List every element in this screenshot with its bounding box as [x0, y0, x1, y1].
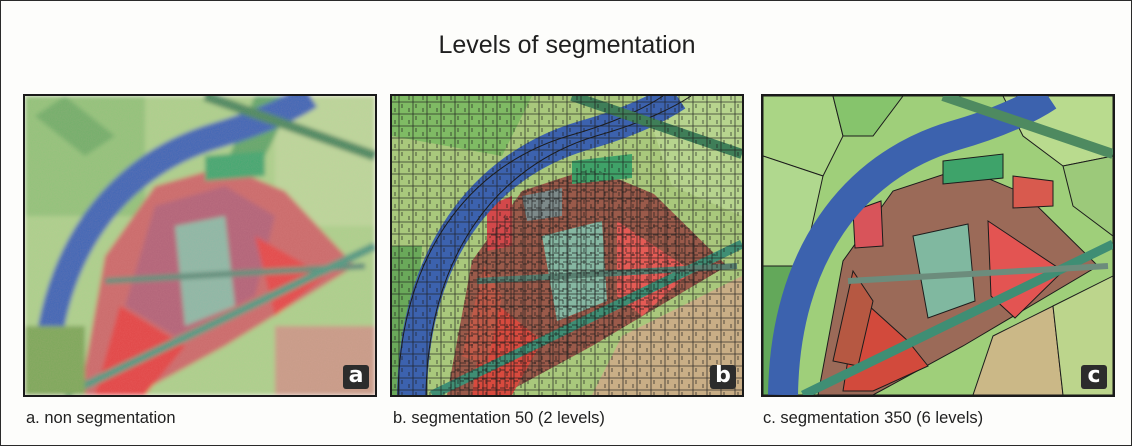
segmentation-350-image [763, 96, 1113, 395]
caption-c: c. segmentation 350 (6 levels) [763, 409, 984, 427]
panel-c-image: c [761, 94, 1115, 397]
figure-title: Levels of segmentation [438, 31, 696, 59]
panel-c-label: c [1081, 365, 1107, 389]
panel-b-label: b [710, 365, 736, 389]
panel-b-image: b [390, 94, 744, 397]
caption-a: a. non segmentation [26, 409, 176, 427]
caption-b: b. segmentation 50 (2 levels) [393, 409, 605, 427]
segmentation-50-image [392, 96, 742, 395]
panel-a-image: a [23, 94, 377, 397]
raw-satellite-image [25, 96, 375, 395]
panel-a-label: a [343, 365, 369, 389]
